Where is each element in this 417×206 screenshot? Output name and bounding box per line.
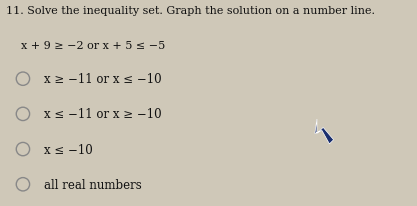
Text: 11. Solve the inequality set. Graph the solution on a number line.: 11. Solve the inequality set. Graph the … [6,6,375,16]
Text: x ≥ −11 or x ≤ −10: x ≥ −11 or x ≤ −10 [44,73,161,86]
Text: x ≤ −11 or x ≥ −10: x ≤ −11 or x ≥ −10 [44,108,161,121]
Text: x + 9 ≥ −2 or x + 5 ≤ −5: x + 9 ≥ −2 or x + 5 ≤ −5 [21,41,165,51]
Polygon shape [315,119,334,144]
Text: all real numbers: all real numbers [44,178,141,191]
Text: x ≤ −10: x ≤ −10 [44,143,93,156]
